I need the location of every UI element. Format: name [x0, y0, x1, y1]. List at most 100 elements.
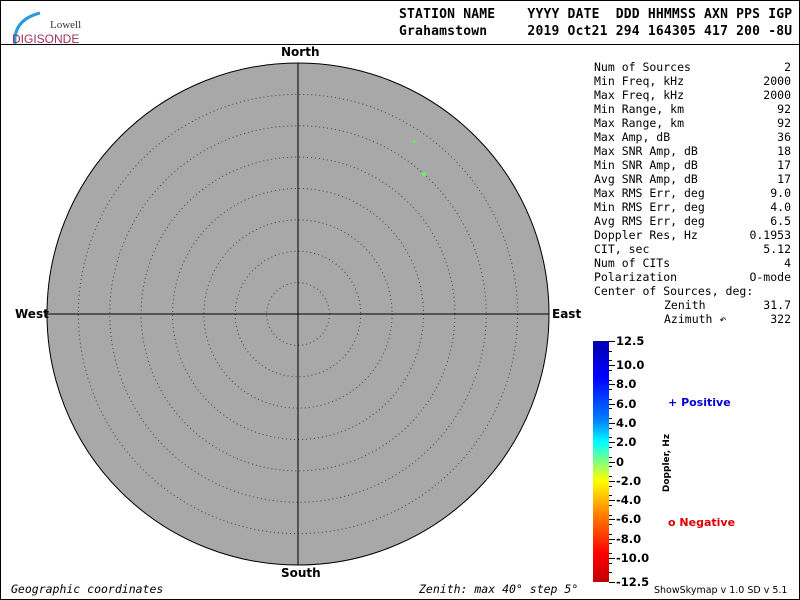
version-note: ShowSkymap v 1.0 SD v 5.1 [654, 585, 788, 596]
colorbar-tick [609, 461, 615, 463]
param-value: 6.5 [770, 214, 791, 228]
param-label: Zenith [664, 298, 706, 312]
param-value: 4 [784, 256, 791, 270]
param-value: 92 [777, 116, 791, 130]
colorbar-tick-label: -6.0 [616, 512, 642, 527]
parameters-panel: Num of Sources 2 Min Freq, kHz 2000 Max Freq… [594, 60, 791, 326]
param-label: Center of Sources, deg: [594, 284, 754, 298]
param-row: Min RMS Err, deg 4.0 [594, 200, 791, 214]
param-row: Num of CITs 4 [594, 256, 791, 270]
east-label: East [552, 307, 582, 321]
west-label: West [15, 307, 49, 321]
north-label: North [281, 45, 320, 59]
param-label: Azimuth ↶ [664, 312, 727, 326]
zenith-note: Zenith: max 40° step 5° [419, 582, 579, 596]
source-marker [421, 172, 426, 177]
colorbar-minor-tick [609, 360, 612, 362]
colorbar-tick-label: -8.0 [616, 531, 642, 546]
param-value: 9.0 [770, 186, 791, 200]
param-row: Max Freq, kHz 2000 [594, 88, 791, 102]
param-value: O-mode [749, 270, 791, 284]
param-value: 92 [777, 102, 791, 116]
param-value: 17 [777, 172, 791, 186]
colorbar-tick-label: -12.5 [616, 575, 650, 589]
param-row: Min SNR Amp, dB 17 [594, 158, 791, 172]
param-value: 17 [777, 158, 791, 172]
logo-line2: DIGISONDE [12, 32, 79, 46]
colorbar-minor-tick [609, 533, 612, 535]
colorbar-tick-label: 2.0 [616, 435, 637, 450]
station-header: STATION NAME YYYY DATE DDD HHMMSS AXN PP… [399, 6, 792, 40]
param-label: Max SNR Amp, dB [594, 144, 698, 158]
logo-line1: Lowell [50, 19, 81, 31]
param-row: Max Amp, dB 36 [594, 130, 791, 144]
colorbar-tick-label: 4.0 [616, 415, 637, 430]
param-label: Min SNR Amp, dB [594, 158, 698, 172]
doppler-colorbar [593, 341, 609, 582]
param-row: Max SNR Amp, dB 18 [594, 144, 791, 158]
colorbar-minor-tick [609, 466, 612, 468]
param-label: Min Range, km [594, 102, 685, 116]
colorbar-tick-label: 6.0 [616, 396, 637, 411]
colorbar-minor-tick [609, 427, 612, 429]
colorbar-tick [609, 422, 615, 424]
coords-note: Geographic coordinates [11, 582, 164, 596]
param-label: Num of Sources [594, 60, 691, 74]
param-label: Max RMS Err, deg [594, 186, 705, 200]
colorbar-tick [609, 341, 615, 342]
colorbar-minor-tick [609, 485, 612, 487]
south-label: South [281, 566, 321, 580]
param-row: Center of Sources, deg: [594, 284, 791, 298]
colorbar-tick-label: -10.0 [616, 550, 650, 565]
colorbar-minor-tick [609, 341, 612, 342]
colorbar-tick [609, 557, 615, 559]
header-values: Grahamstown 2019 Oct21 294 164305 417 20… [399, 24, 793, 39]
colorbar-minor-tick [609, 553, 612, 555]
param-label: Doppler Res, Hz [594, 228, 698, 242]
param-label: Max Freq, kHz [594, 88, 685, 102]
legend-negative-label: Negative [679, 516, 736, 529]
param-value: 322 [770, 312, 791, 326]
colorbar-tick-label: 8.0 [616, 377, 637, 392]
colorbar-minor-tick [609, 495, 612, 497]
colorbar-minor-tick [609, 418, 612, 420]
param-label: Max Range, km [594, 116, 685, 130]
colorbar-minor-tick [609, 456, 612, 458]
colorbar-tick-label: 12.5 [616, 334, 645, 348]
param-label: Polarization [594, 270, 678, 284]
colorbar-tick-label: 0 [616, 454, 625, 469]
colorbar-minor-tick [609, 408, 612, 410]
colorbar-minor-tick [609, 475, 612, 477]
param-value: 4.0 [770, 200, 791, 214]
param-value: 0.1953 [749, 228, 791, 242]
colorbar-tick [609, 403, 615, 405]
legend-positive: + Positive [668, 396, 731, 409]
colorbar-tick [609, 519, 615, 521]
param-label: Avg SNR Amp, dB [594, 172, 698, 186]
param-row: CIT, sec 5.12 [594, 242, 791, 256]
param-label: Max Amp, dB [594, 130, 671, 144]
colorbar-tick [609, 582, 615, 583]
colorbar-minor-tick [609, 543, 612, 545]
param-label: CIT, sec [594, 242, 650, 256]
param-row: Max Range, km 92 [594, 116, 791, 130]
param-value: 31.7 [763, 298, 791, 312]
colorbar-tick [609, 384, 615, 386]
colorbar-tick [609, 538, 615, 540]
param-value: 2000 [763, 74, 791, 88]
param-label: Num of CITs [594, 256, 671, 270]
param-row: Max RMS Err, deg 9.0 [594, 186, 791, 200]
param-row: Avg RMS Err, deg 6.5 [594, 214, 791, 228]
param-row: Num of Sources 2 [594, 60, 791, 74]
colorbar-minor-tick [609, 369, 612, 371]
colorbar-minor-tick [609, 447, 612, 449]
colorbar-title: Doppler, Hz [662, 433, 672, 493]
param-row: Polarization O-mode [594, 270, 791, 284]
header-labels: STATION NAME YYYY DATE DDD HHMMSS AXN PP… [399, 7, 793, 22]
param-label: Min Freq, kHz [594, 74, 685, 88]
source-marker [411, 138, 418, 145]
param-value: 18 [777, 144, 791, 158]
legend-positive-label: Positive [681, 396, 731, 409]
param-row: Zenith 31.7 [594, 298, 791, 312]
